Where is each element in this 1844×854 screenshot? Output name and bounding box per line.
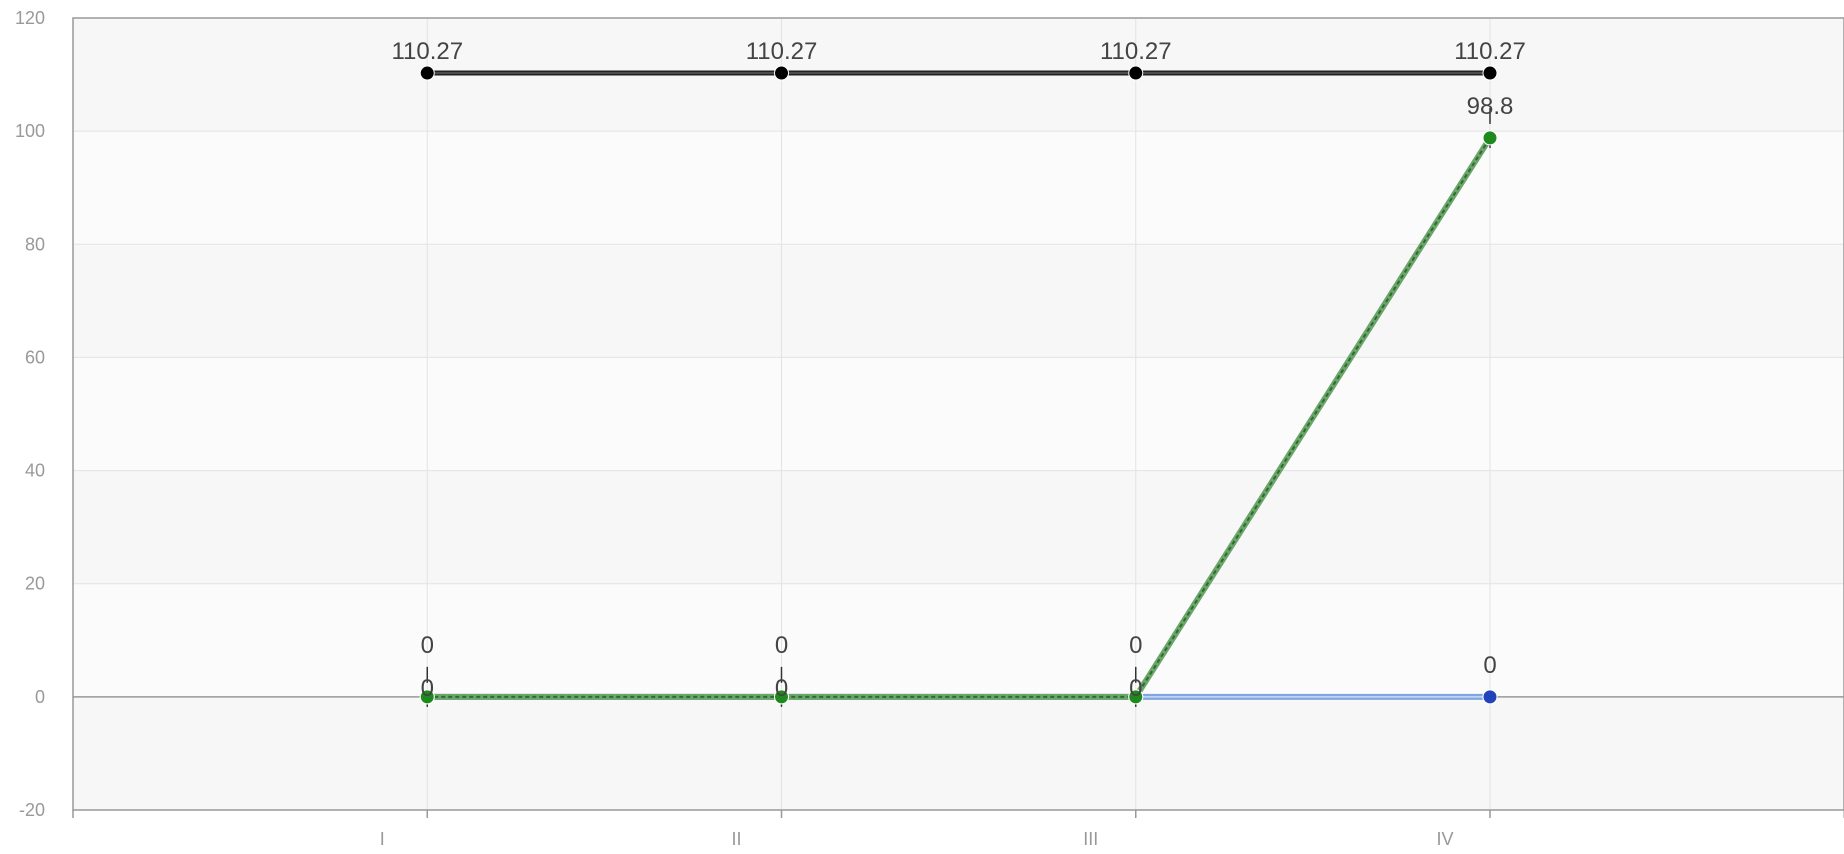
y-tick-label: 20 [25, 574, 45, 594]
data-label: 0 [1129, 632, 1142, 659]
data-point [774, 65, 789, 81]
data-label: 0 [1129, 675, 1142, 702]
data-point [1482, 130, 1498, 146]
y-tick-label: 0 [35, 687, 45, 707]
data-point [419, 65, 435, 81]
data-label: 0 [775, 675, 788, 702]
y-tick-label: 60 [25, 347, 45, 367]
data-point [1482, 689, 1498, 705]
x-tick-label: I [380, 829, 385, 849]
x-tick-label: II [731, 829, 741, 849]
data-point [1482, 65, 1498, 81]
plot-band [73, 131, 1844, 245]
data-label: 0 [1483, 652, 1496, 679]
data-point [1128, 65, 1144, 81]
data-point [774, 689, 789, 705]
data-label: 0 [421, 675, 434, 702]
plot-band [73, 357, 1844, 471]
data-label: 110.27 [391, 38, 463, 65]
plot-frame [72, 17, 1844, 811]
plot-band [73, 696, 1844, 810]
series-line-dash [427, 137, 1491, 698]
y-tick-label: 80 [25, 234, 45, 254]
data-label: 0 [421, 632, 434, 659]
data-label: 110.27 [1100, 38, 1172, 65]
data-point [419, 689, 435, 705]
plot-band [73, 583, 1844, 697]
data-label: 0 [775, 632, 788, 659]
plot-band [73, 470, 1844, 584]
data-label: 110.27 [746, 38, 818, 65]
data-point [1128, 689, 1144, 705]
x-tick-label: III [1083, 829, 1098, 849]
y-tick-label: 40 [25, 461, 45, 481]
y-tick-label: -20 [19, 800, 45, 820]
data-label: 98.8 [1467, 93, 1514, 120]
x-tick-label: IV [1436, 829, 1453, 849]
plot-band [73, 244, 1844, 358]
y-tick-label: 120 [15, 8, 45, 28]
y-tick-label: 100 [15, 121, 45, 141]
data-label: 110.27 [1454, 38, 1526, 65]
